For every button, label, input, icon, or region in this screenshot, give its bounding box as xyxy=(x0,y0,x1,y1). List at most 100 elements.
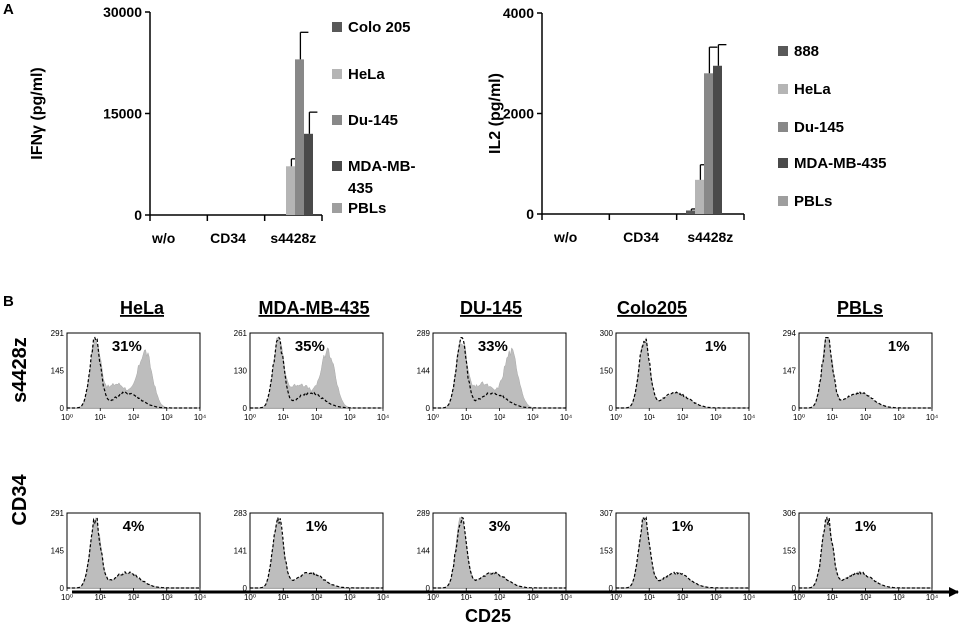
histogram-x-tick-label: 10² xyxy=(128,413,140,422)
histogram-y-tick-label: 291 xyxy=(51,329,65,338)
histogram-row-label: s4428z xyxy=(9,337,31,403)
histogram-y-tick-label: 0 xyxy=(243,404,248,413)
histogram-control-line xyxy=(616,338,749,409)
legend-swatch xyxy=(332,69,342,79)
histogram-y-tick-label: 0 xyxy=(426,404,431,413)
x-tick-label: w/o xyxy=(151,230,175,246)
x-tick-label: s4428z xyxy=(270,230,316,246)
histogram-fill xyxy=(67,336,200,409)
histogram-percent: 1% xyxy=(705,338,727,355)
legend-swatch xyxy=(778,196,788,206)
bar xyxy=(704,73,713,214)
legend-label: PBLs xyxy=(348,200,386,217)
histogram-percent: 31% xyxy=(112,338,142,355)
histogram-control-line xyxy=(67,517,200,589)
histogram-x-tick-label: 10⁴ xyxy=(743,413,756,422)
y-tick-label: 0 xyxy=(526,206,534,222)
histogram-percent: 1% xyxy=(888,338,910,355)
histogram-control-line xyxy=(799,516,932,589)
histogram-x-tick-label: 10⁴ xyxy=(377,593,390,602)
legend-label: Du-145 xyxy=(348,112,398,129)
histogram-y-tick-label: 0 xyxy=(609,404,614,413)
histogram-x-tick-label: 10² xyxy=(677,593,689,602)
cd25-axis-label: CD25 xyxy=(465,606,511,626)
histogram-percent: 1% xyxy=(306,518,328,535)
legend-swatch xyxy=(332,115,342,125)
bar xyxy=(695,179,704,214)
histogram-percent: 33% xyxy=(478,338,508,355)
legend-swatch xyxy=(778,46,788,56)
y-axis-label: IFNγ (pg/ml) xyxy=(29,67,46,159)
histogram-x-tick-label: 10¹ xyxy=(277,593,289,602)
histogram-x-tick-label: 10³ xyxy=(161,413,173,422)
histogram-x-tick-label: 10² xyxy=(494,413,506,422)
bar xyxy=(286,166,295,215)
histogram-y-tick-label: 0 xyxy=(609,584,614,593)
histogram-x-tick-label: 10² xyxy=(860,593,872,602)
legend-swatch xyxy=(332,22,342,32)
histogram-y-tick-label: 0 xyxy=(792,404,797,413)
bar xyxy=(304,133,313,215)
histogram-x-tick-label: 10² xyxy=(860,413,872,422)
histogram-y-tick-label: 147 xyxy=(783,367,797,376)
histogram-column-title: MDA-MB-435 xyxy=(258,298,369,318)
histogram-y-tick-label: 145 xyxy=(51,547,65,556)
histogram-percent: 3% xyxy=(489,518,511,535)
bar-chart-ifng: IFNγ (pg/ml) 30000 15000 0 w/o CD34 s4428z Colo… xyxy=(29,4,415,246)
histogram-percent: 4% xyxy=(123,518,145,535)
legend-swatch xyxy=(332,203,342,213)
histogram-x-tick-label: 10³ xyxy=(893,413,905,422)
histogram-x-tick-label: 10⁰ xyxy=(61,413,73,422)
histogram-y-tick-label: 144 xyxy=(417,367,431,376)
x-tick-label: s4428z xyxy=(687,229,733,245)
histogram-x-tick-label: 10¹ xyxy=(643,413,655,422)
y-axis-label: IL2 (pg/ml) xyxy=(487,73,504,154)
histogram-control-line xyxy=(433,337,566,409)
histogram-x-tick-label: 10² xyxy=(677,413,689,422)
histogram-x-tick-label: 10¹ xyxy=(460,593,472,602)
legend-label: MDA-MB-435 xyxy=(794,155,887,172)
histogram-row-label: CD34 xyxy=(9,474,31,526)
histogram-fill xyxy=(616,336,749,409)
histogram-y-tick-label: 141 xyxy=(234,547,248,556)
bar xyxy=(295,59,304,215)
histogram-x-tick-label: 10⁰ xyxy=(610,593,622,602)
bar xyxy=(686,210,695,214)
histogram-y-tick-label: 0 xyxy=(792,584,797,593)
histogram-fill xyxy=(250,337,383,409)
panel-label-b: B xyxy=(3,293,14,310)
legend-swatch xyxy=(778,122,788,132)
histogram-x-tick-label: 10⁰ xyxy=(427,593,439,602)
histogram-x-tick-label: 10⁴ xyxy=(926,593,939,602)
histogram-x-tick-label: 10⁰ xyxy=(244,593,256,602)
histogram-x-tick-label: 10³ xyxy=(344,413,356,422)
histogram-y-tick-label: 0 xyxy=(60,584,65,593)
legend-swatch xyxy=(778,158,788,168)
legend-label: PBLs xyxy=(794,193,832,210)
histogram-x-tick-label: 10¹ xyxy=(826,413,838,422)
histogram-y-tick-label: 300 xyxy=(600,329,614,338)
histogram-x-tick-label: 10⁴ xyxy=(560,413,573,422)
histogram-y-tick-label: 289 xyxy=(417,329,431,338)
histogram-x-tick-label: 10⁰ xyxy=(61,593,73,602)
y-tick-label: 4000 xyxy=(503,5,534,21)
histogram-y-tick-label: 289 xyxy=(417,509,431,518)
histogram-y-tick-label: 283 xyxy=(234,509,248,518)
y-tick-label: 30000 xyxy=(103,4,142,20)
legend-swatch xyxy=(332,161,342,171)
histogram-y-tick-label: 153 xyxy=(783,547,797,556)
histogram-y-tick-label: 291 xyxy=(51,509,65,518)
x-tick-label: CD34 xyxy=(210,230,246,246)
histogram-x-tick-label: 10¹ xyxy=(94,413,106,422)
histogram-column-title: Colo205 xyxy=(617,298,687,318)
histogram-y-tick-label: 307 xyxy=(600,509,614,518)
histogram-column-title: DU-145 xyxy=(460,298,522,318)
